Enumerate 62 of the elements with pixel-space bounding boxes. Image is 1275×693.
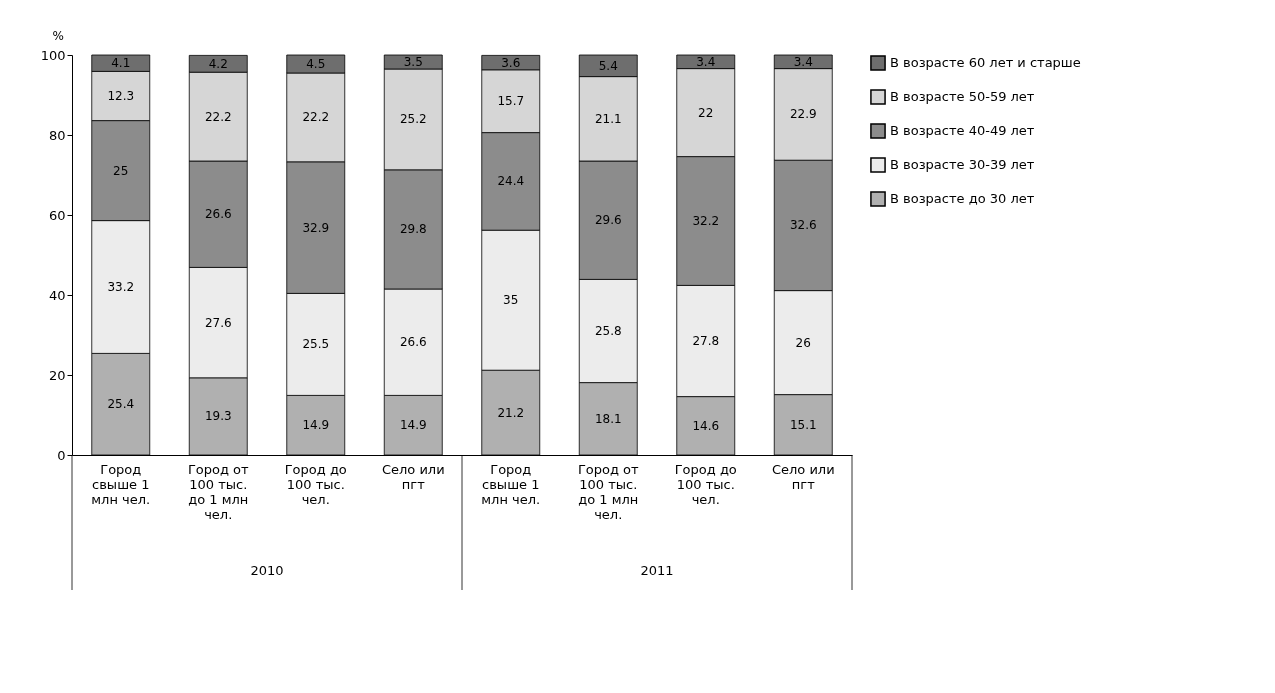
legend-label: В возрасте 60 лет и старше [890,55,1081,70]
data-label: 29.8 [399,222,427,237]
data-label: 32.6 [789,218,817,233]
data-label: 21.2 [497,405,525,420]
data-label: 18.1 [594,411,622,426]
data-label: 3.4 [793,54,813,69]
data-label: 15.7 [497,94,525,109]
data-label: 22.2 [302,110,330,125]
data-label: 3.4 [696,54,716,69]
data-label: 24.4 [497,174,525,189]
data-label: 19.3 [204,409,232,424]
data-label: 25 [113,163,129,178]
text: 2010 [250,563,284,578]
data-label: 33.2 [107,280,135,294]
y-tick-label: 60 [48,207,66,223]
data-label: 4.5 [306,57,326,71]
y-tick-label: 100 [40,47,66,63]
x-tick-label: Село или пгт [771,461,835,492]
data-label: 4.2 [208,56,228,71]
x-tick-label: Город от 100 тыс. до 1 млн чел. [577,461,640,522]
data-label: 26.6 [399,335,427,350]
y-tick-label: 0 [57,447,66,463]
y-tick-label: 40 [48,287,66,303]
data-label: 14.9 [399,418,427,433]
data-label: 25.5 [302,337,330,352]
data-label: 25.8 [594,324,622,338]
legend-label: В возрасте 40-49 лет [890,123,1035,138]
data-label: 14.9 [302,418,330,433]
data-label: 26.6 [204,207,232,222]
data-label: 26 [795,335,811,350]
data-label: 35 [503,293,519,308]
data-label: 27.8 [692,334,720,348]
data-label: 3.5 [403,55,423,69]
data-label: 15.1 [789,417,817,432]
x-tick-label: Город до 100 тыс. чел. [284,461,347,507]
legend-label: В возрасте до 30 лет [890,191,1035,206]
text: 2011 [640,563,674,578]
data-label: 29.6 [594,213,622,228]
x-tick-label: Село или пгт [381,461,445,492]
data-label: 22.9 [789,107,817,122]
data-label: 22.2 [204,109,232,124]
data-label: 12.3 [107,89,135,103]
data-label: 32.9 [302,220,330,235]
data-label: 22 [698,105,714,120]
y-tick-label: 20 [48,367,66,383]
data-label: 27.6 [204,315,232,330]
data-label: 4.1 [111,56,131,71]
x-tick-label: Город свыше 1 млн чел. [91,461,151,507]
data-label: 25.4 [107,397,135,412]
x-tick-label: Город свыше 1 млн чел. [481,461,541,507]
data-label: 5.4 [598,58,618,73]
data-label: 32.2 [692,214,720,228]
data-label: 14.6 [692,418,720,433]
data-label: 21.1 [594,111,622,126]
data-label: 25.2 [399,112,427,127]
x-tick-label: Город от 100 тыс. до 1 млн чел. [187,461,250,522]
legend-label: В возрасте 30-39 лет [890,157,1035,172]
y-axis-title: % [52,29,64,43]
x-tick-label: Город до 100 тыс. чел. [674,461,737,507]
legend-label: В возрасте 50-59 лет [890,89,1035,104]
y-tick-label: 80 [48,127,66,143]
data-label: 3.6 [501,55,521,70]
